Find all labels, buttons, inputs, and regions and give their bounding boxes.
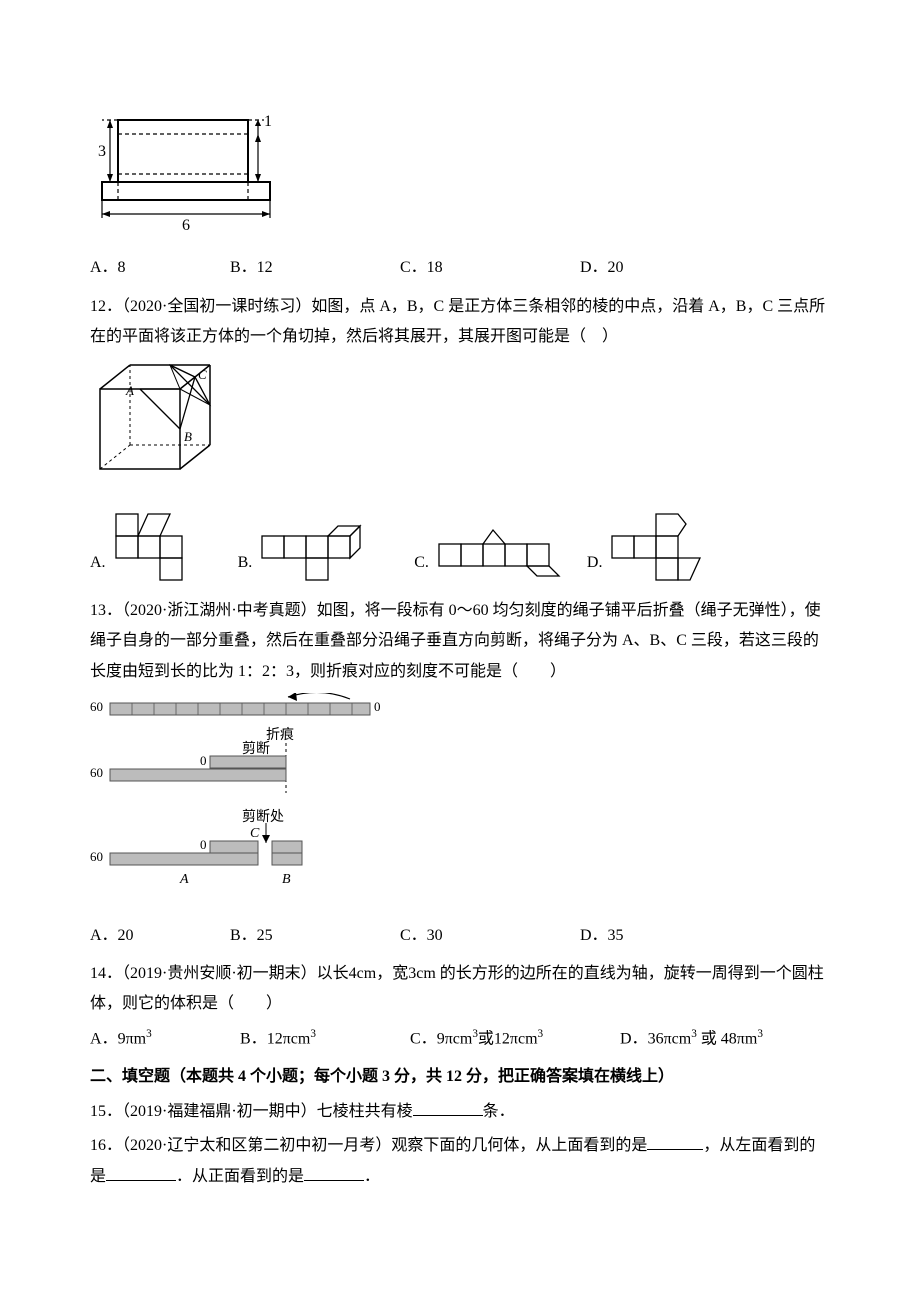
q13-options: A．20 B．25 C．30 D．35 (90, 921, 830, 951)
svg-text:0: 0 (200, 837, 207, 852)
q13-opt-a: A．20 (90, 921, 220, 951)
q11-options: A．8 B．12 C．18 D．20 (90, 253, 830, 283)
svg-text:C: C (250, 826, 260, 841)
svg-text:C: C (198, 367, 207, 382)
q13-stem: 13．（2020·浙江湖州·中考真题）如图，将一段标有 0～60 均匀刻度的绳子… (90, 596, 830, 687)
svg-text:A: A (125, 383, 134, 398)
q14-options: A．9πm3 B．12πcm3 C．9πcm3或12πcm3 D．36πcm3 … (90, 1024, 830, 1055)
q12-opt-c-label: C. (414, 548, 429, 578)
q12-opt-d-img (608, 506, 718, 586)
dim-6: 6 (182, 217, 190, 234)
q11-opt-a: A．8 (90, 253, 220, 283)
svg-text:0: 0 (200, 753, 207, 768)
q12-opt-a-label: A. (90, 548, 106, 578)
svg-text:60: 60 (90, 849, 103, 864)
q12-opt-c-img (435, 526, 565, 586)
svg-text:剪断: 剪断 (242, 741, 270, 757)
q11-opt-d: D．20 (580, 253, 624, 283)
q15-stem: 15．（2019·福建福鼎·初一期中）七棱柱共有棱条． (90, 1097, 830, 1127)
q12-opt-d-label: D. (587, 548, 603, 578)
q11-opt-b: B．12 (230, 253, 390, 283)
q13-opt-c: C．30 (400, 921, 570, 951)
section-2-header: 二、填空题（本题共 4 个小题；每个小题 3 分，共 12 分，把正确答案填在横… (90, 1062, 830, 1092)
svg-text:60: 60 (90, 699, 103, 714)
q13-figure: 60 0 折痕 60 0 剪断 剪断处 C 60 0 A (90, 693, 830, 914)
dim-1: 1 (264, 113, 272, 130)
q16-blank-1 (647, 1133, 703, 1151)
q12-stem: 12．（2020·全国初一课时练习）如图，点 A，B，C 是正方体三条相邻的棱的… (90, 292, 830, 353)
q14-stem: 14．（2019·贵州安顺·初一期末）以长4cm，宽3cm 的长方形的边所在的直… (90, 959, 830, 1020)
q13-opt-b: B．25 (230, 921, 390, 951)
svg-text:B: B (282, 872, 291, 887)
q16-blank-3 (304, 1163, 364, 1181)
svg-text:剪断处: 剪断处 (242, 809, 284, 825)
q11-figure: 3 1 6 (90, 106, 830, 247)
q15-blank (413, 1098, 483, 1116)
svg-text:0: 0 (374, 699, 381, 714)
svg-text:折痕: 折痕 (266, 727, 294, 743)
svg-text:60: 60 (90, 765, 103, 780)
q16-stem: 16．（2020·辽宁太和区第二初中初一月考）观察下面的几何体，从上面看到的是，… (90, 1131, 830, 1192)
dim-3: 3 (98, 143, 106, 160)
q12-opt-a-img (112, 510, 212, 586)
q11-opt-c: C．18 (400, 253, 570, 283)
q12-opt-b-img (258, 510, 388, 586)
q16-blank-2 (106, 1163, 176, 1181)
svg-text:A: A (179, 872, 189, 887)
q12-image-options: A. B. C. (90, 506, 830, 586)
q12-cube-figure: A B C (90, 359, 830, 500)
q12-opt-b-label: B. (238, 548, 253, 578)
q13-opt-d: D．35 (580, 921, 624, 951)
svg-text:B: B (184, 429, 192, 444)
